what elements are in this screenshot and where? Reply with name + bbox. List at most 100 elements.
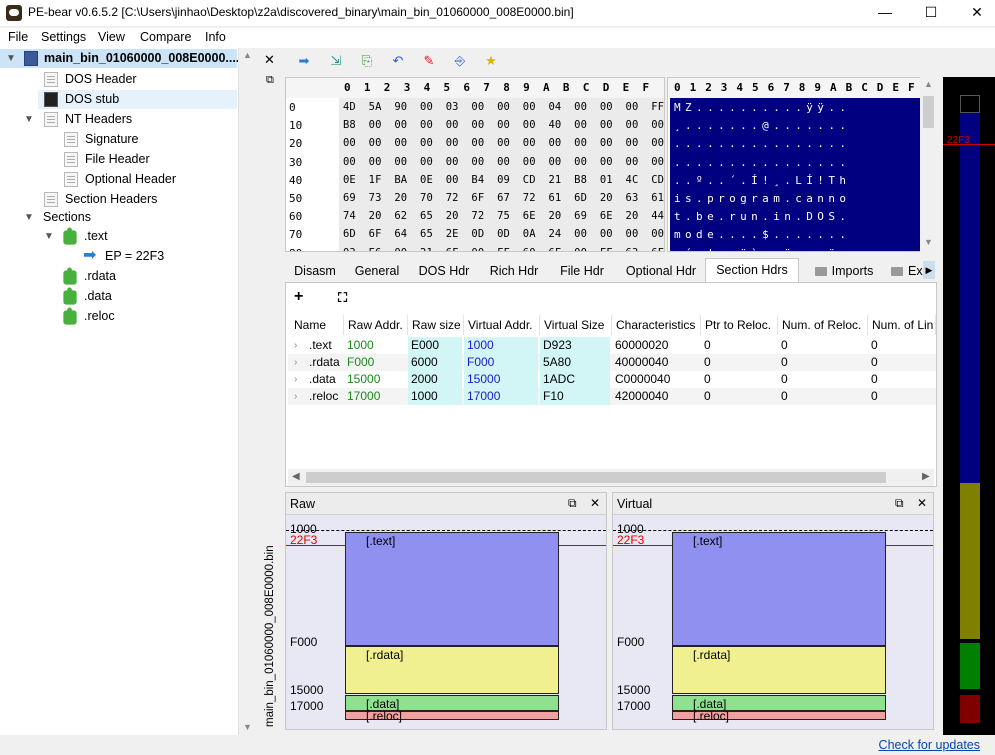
table-column-header[interactable]: Characteristics (612, 315, 701, 335)
tab-general[interactable]: General (354, 264, 400, 278)
tree-item-section-headers[interactable]: Section Headers (0, 190, 237, 209)
fit-icon[interactable]: ⛶ (338, 290, 348, 305)
table-row[interactable]: › .data 15000 2000 15000 1ADC C0000040 0 0 0 (288, 371, 936, 388)
close-icon[interactable]: ✕ (264, 52, 275, 67)
chevron-right-icon[interactable]: › (294, 357, 298, 368)
hex-bytes-row[interactable]: 00 00 00 00 00 00 00 00 00 00 00 00 00 0… (343, 155, 665, 168)
ascii-row[interactable]: ................ (674, 155, 851, 169)
tab-section-hdrs[interactable]: Section Hdrs (705, 258, 799, 283)
close-window-button[interactable]: ✕ (971, 4, 983, 20)
table-column-header[interactable]: Virtual Size (540, 315, 612, 335)
close-icon[interactable]: ✕ (917, 496, 928, 510)
chevron-right-icon[interactable]: › (294, 374, 298, 385)
table-row[interactable]: › .text 1000 E000 1000 D923 60000020 0 0 0 (288, 337, 936, 354)
maximize-button[interactable]: ☐ (924, 4, 938, 20)
chevron-down-icon[interactable]: ▼ (44, 231, 54, 242)
chevron-down-icon[interactable]: ▼ (6, 53, 16, 64)
hex-scroll-thumb[interactable] (923, 96, 934, 128)
tree-scrollbar[interactable]: ▲ ▼ (238, 48, 255, 735)
tree-item-data[interactable]: .data (0, 287, 237, 306)
menu-compare[interactable]: Compare (140, 30, 192, 44)
table-column-header[interactable]: Name (290, 315, 344, 335)
menu-view[interactable]: View (98, 30, 125, 44)
table-column-header[interactable]: Virtual Addr. (464, 315, 540, 335)
table-hscroll-thumb[interactable] (306, 472, 886, 483)
ascii-row[interactable]: is.program.canno (674, 192, 851, 205)
map-block-reloc[interactable]: [.reloc] (345, 709, 559, 723)
tree-item-dos-stub[interactable]: DOS stub (38, 90, 237, 109)
hex-bytes-row[interactable]: 69 73 20 70 72 6F 67 72 61 6D 20 63 61 6… (343, 192, 665, 204)
scroll-up-icon[interactable]: ▲ (243, 50, 252, 60)
hex-bytes-row[interactable]: 03 E6 00 21 6F 00 FF 60 6F 00 FF 63 6F 0… (343, 247, 664, 251)
tree-item-ep[interactable]: ➡ EP = 22F3 (0, 247, 237, 266)
section-overview-strip[interactable]: 22F3 (943, 77, 995, 735)
chevron-down-icon[interactable]: ▼ (24, 114, 34, 125)
table-row[interactable]: › .rdata F000 6000 F000 5A80 40000040 0 0 0 (288, 354, 936, 371)
export-icon[interactable]: ⇲ (330, 53, 342, 68)
close-icon[interactable]: ✕ (590, 496, 601, 510)
ascii-row[interactable]: ¸.......@....... (674, 119, 851, 133)
chevron-right-icon[interactable]: › (294, 391, 298, 402)
table-row[interactable]: › .reloc 17000 1000 17000 F10 42000040 0 0 0 (288, 388, 936, 405)
tree-item-reloc[interactable]: .reloc (0, 307, 237, 326)
map-block-data[interactable]: [.data] (345, 695, 559, 711)
tab-dos-hdr[interactable]: DOS Hdr (418, 264, 470, 278)
menu-file[interactable]: File (8, 30, 29, 44)
chevron-down-icon[interactable]: ▼ (24, 212, 34, 223)
map-block-text[interactable]: [.text] (345, 532, 559, 646)
table-hscrollbar[interactable]: ◀ ▶ (288, 469, 934, 486)
hex-bytes-row[interactable]: 4D 5A 90 00 03 00 00 00 04 00 00 00 FF F… (343, 101, 665, 113)
tree-item-optional-header[interactable]: Optional Header (0, 170, 237, 189)
tree-item-signature[interactable]: Signature (0, 130, 237, 149)
scroll-down-icon[interactable]: ▼ (924, 237, 933, 247)
tab-imports[interactable]: Imports (805, 260, 883, 282)
float-icon[interactable]: ⧉ (895, 496, 904, 510)
scroll-down-icon[interactable]: ▼ (243, 722, 252, 732)
tree-item-nt-headers[interactable]: ▼ NT Headers (0, 110, 237, 129)
tab-rich-hdr[interactable]: Rich Hdr (489, 264, 539, 278)
table-column-header[interactable]: Num. of Lin (868, 315, 936, 335)
hex-bytes-row[interactable]: 0E 1F BA 0E 00 B4 09 CD 21 B8 01 4C CD 2… (343, 173, 665, 186)
chevron-right-icon[interactable]: › (294, 340, 298, 351)
pin-icon[interactable]: ✎ (423, 53, 435, 68)
hex-bytes-row[interactable]: 6D 6F 64 65 2E 0D 0D 0A 24 00 00 00 00 0… (343, 228, 665, 241)
hex-bytes-row[interactable]: 00 00 00 00 00 00 00 00 00 00 00 00 00 0… (343, 137, 665, 150)
scroll-left-icon[interactable]: ◀ (292, 471, 300, 482)
ascii-row[interactable]: ..º..´.Í!¸.LÍ!Th (674, 173, 851, 187)
tag-icon[interactable]: ⎆ (454, 53, 466, 68)
tree-item-dos-header[interactable]: DOS Header (0, 70, 237, 89)
map-block-rdata[interactable]: [.rdata] (345, 646, 559, 694)
tree-item-text[interactable]: ▼ .text (0, 227, 237, 246)
arrow-right-icon[interactable]: ➡ (298, 53, 310, 68)
tree-item-root[interactable]: ▼ main_bin_01060000_008E0000.... (0, 49, 239, 68)
tab-file-hdr[interactable]: File Hdr (560, 264, 604, 278)
menu-settings[interactable]: Settings (41, 30, 87, 44)
star-icon[interactable]: ★ (485, 53, 497, 68)
hex-bytes-row[interactable]: 74 20 62 65 20 72 75 6E 20 69 6E 20 44 4… (343, 210, 665, 223)
ascii-row[interactable]: ................ (674, 137, 851, 151)
scroll-up-icon[interactable]: ▲ (924, 79, 933, 89)
undo-icon[interactable]: ↶ (392, 53, 404, 68)
ascii-row[interactable]: mode....$....... (674, 228, 851, 242)
table-column-header[interactable]: Raw Addr. (344, 315, 408, 335)
tree-item-sections[interactable]: ▼ Sections (0, 208, 237, 227)
table-column-header[interactable]: Ptr to Reloc. (701, 315, 778, 335)
float-icon[interactable]: ⧉ (266, 74, 274, 86)
ascii-row[interactable]: MZ..........ÿÿ.. (674, 101, 851, 114)
tree-item-rdata[interactable]: .rdata (0, 267, 237, 286)
menu-info[interactable]: Info (205, 30, 226, 44)
save-icon[interactable]: ⎘ (361, 53, 373, 68)
map-block-text[interactable]: [.text] (672, 532, 886, 646)
tab-optional-hdr[interactable]: Optional Hdr (625, 264, 697, 278)
float-icon[interactable]: ⧉ (568, 496, 577, 510)
tab-scroll-right-icon[interactable]: ▶ (923, 261, 935, 279)
table-column-header[interactable]: Num. of Reloc. (778, 315, 868, 335)
tab-disasm[interactable]: Disasm (294, 264, 336, 278)
virtual-section-map[interactable]: Virtual ⧉ ✕ [.text] [.rdata] [.data] [.relo… (612, 492, 934, 730)
scroll-right-icon[interactable]: ▶ (922, 471, 930, 482)
minimize-button[interactable]: — (878, 4, 892, 20)
map-block-reloc[interactable]: [.reloc] (672, 709, 886, 723)
ascii-body[interactable]: MZ..........ÿÿ.. ¸.......@...............… (670, 98, 920, 251)
